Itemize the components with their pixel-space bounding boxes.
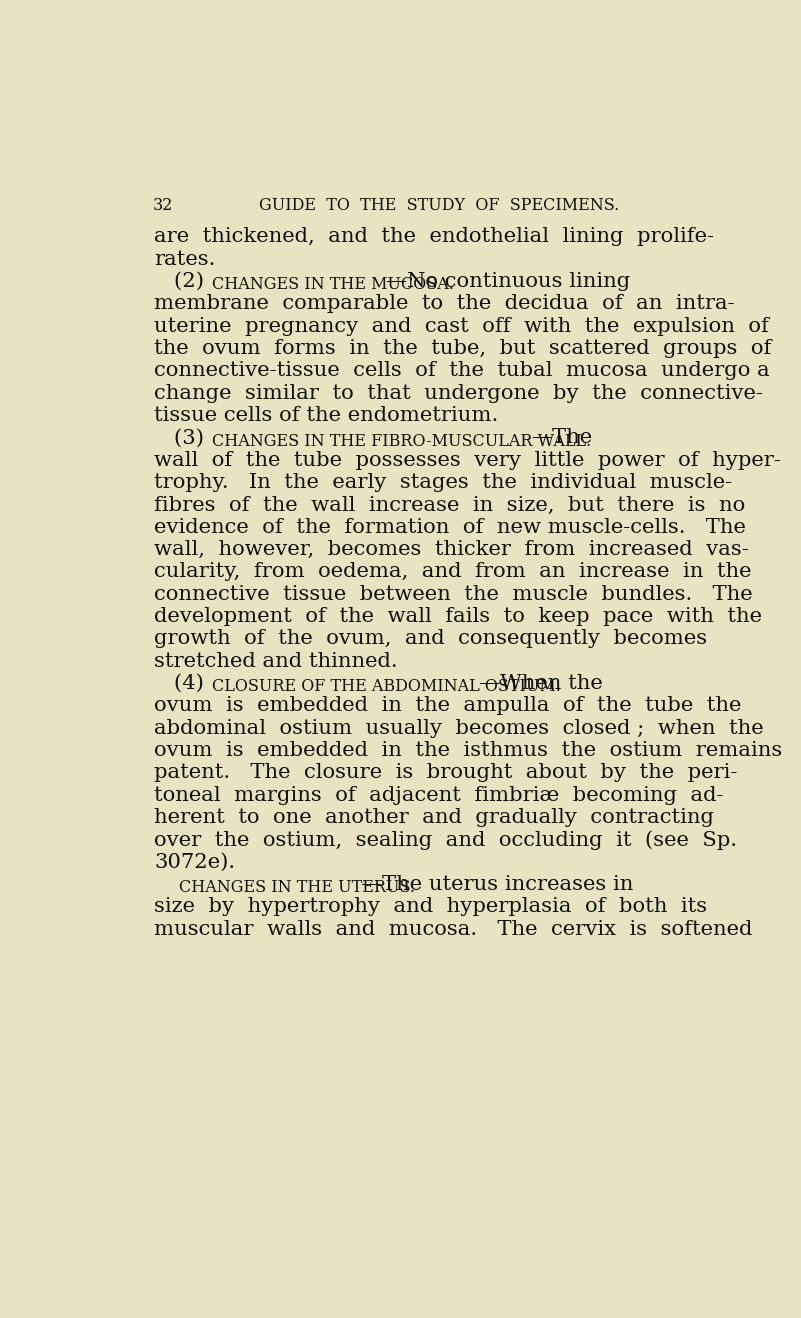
Text: patent.   The  closure  is  brought  about  by  the  peri-: patent. The closure is brought about by …	[155, 763, 738, 783]
Text: trophy.   In  the  early  stages  the  individual  muscle-: trophy. In the early stages the individu…	[155, 473, 732, 492]
Text: CHANGES IN THE MUCOSA.: CHANGES IN THE MUCOSA.	[212, 277, 454, 294]
Text: change  similar  to  that  undergone  by  the  connective-: change similar to that undergone by the …	[155, 384, 763, 403]
Text: (3): (3)	[174, 428, 225, 447]
Text: tissue cells of the endometrium.: tissue cells of the endometrium.	[155, 406, 499, 426]
Text: wall  of  the  tube  possesses  very  little  power  of  hyper-: wall of the tube possesses very little p…	[155, 451, 781, 469]
Text: (2): (2)	[174, 272, 225, 291]
Text: CHANGES IN THE UTERUS.: CHANGES IN THE UTERUS.	[179, 879, 415, 896]
Text: CHANGES IN THE FIBRO-MUSCULAR WALL.: CHANGES IN THE FIBRO-MUSCULAR WALL.	[212, 432, 592, 449]
Text: —The: —The	[530, 428, 592, 447]
Text: wall,  however,  becomes  thicker  from  increased  vas-: wall, however, becomes thicker from incr…	[155, 540, 749, 559]
Text: the  ovum  forms  in  the  tube,  but  scattered  groups  of: the ovum forms in the tube, but scattere…	[155, 339, 771, 358]
Text: uterine  pregnancy  and  cast  off  with  the  expulsion  of: uterine pregnancy and cast off with the …	[155, 316, 769, 336]
Text: stretched and thinned.: stretched and thinned.	[155, 651, 398, 671]
Text: herent  to  one  another  and  gradually  contracting: herent to one another and gradually cont…	[155, 808, 714, 826]
Text: connective-tissue  cells  of  the  tubal  mucosa  undergo a: connective-tissue cells of the tubal muc…	[155, 361, 770, 381]
Text: fibres  of  the  wall  increase  in  size,  but  there  is  no: fibres of the wall increase in size, but…	[155, 496, 746, 514]
Text: are  thickened,  and  the  endothelial  lining  prolife-: are thickened, and the endothelial linin…	[155, 228, 714, 246]
Text: growth  of  the  ovum,  and  consequently  becomes: growth of the ovum, and consequently bec…	[155, 630, 707, 648]
Text: (4): (4)	[174, 673, 225, 693]
Text: CLOSURE OF THE ABDOMINAL OSTIUM.: CLOSURE OF THE ABDOMINAL OSTIUM.	[212, 679, 562, 696]
Text: 32: 32	[153, 196, 173, 214]
Text: over  the  ostium,  sealing  and  occluding  it  (see  Sp.: over the ostium, sealing and occluding i…	[155, 830, 738, 850]
Text: membrane  comparable  to  the  decidua  of  an  intra-: membrane comparable to the decidua of an…	[155, 294, 735, 314]
Text: abdominal  ostium  usually  becomes  closed ;  when  the: abdominal ostium usually becomes closed …	[155, 718, 764, 738]
Text: connective  tissue  between  the  muscle  bundles.   The: connective tissue between the muscle bun…	[155, 585, 753, 604]
Text: ovum  is  embedded  in  the  isthmus  the  ostium  remains: ovum is embedded in the isthmus the osti…	[155, 741, 783, 760]
Text: size  by  hypertrophy  and  hyperplasia  of  both  its: size by hypertrophy and hyperplasia of b…	[155, 898, 707, 916]
Text: development  of  the  wall  fails  to  keep  pace  with  the: development of the wall fails to keep pa…	[155, 608, 763, 626]
Text: rates.: rates.	[155, 250, 215, 269]
Text: 3072e).: 3072e).	[155, 853, 235, 871]
Text: —No continuous lining: —No continuous lining	[387, 272, 630, 291]
Text: muscular  walls  and  mucosa.   The  cervix  is  softened: muscular walls and mucosa. The cervix is…	[155, 920, 753, 938]
Text: toneal  margins  of  adjacent  fimbriæ  becoming  ad-: toneal margins of adjacent fimbriæ becom…	[155, 786, 724, 805]
Text: cularity,  from  oedema,  and  from  an  increase  in  the: cularity, from oedema, and from an incre…	[155, 563, 752, 581]
Text: —When the: —When the	[480, 673, 603, 693]
Text: ovum  is  embedded  in  the  ampulla  of  the  tube  the: ovum is embedded in the ampulla of the t…	[155, 696, 742, 716]
Text: GUIDE  TO  THE  STUDY  OF  SPECIMENS.: GUIDE TO THE STUDY OF SPECIMENS.	[259, 196, 619, 214]
Text: —The uterus increases in: —The uterus increases in	[361, 875, 634, 894]
Text: evidence  of  the  formation  of  new muscle-cells.   The: evidence of the formation of new muscle-…	[155, 518, 747, 536]
